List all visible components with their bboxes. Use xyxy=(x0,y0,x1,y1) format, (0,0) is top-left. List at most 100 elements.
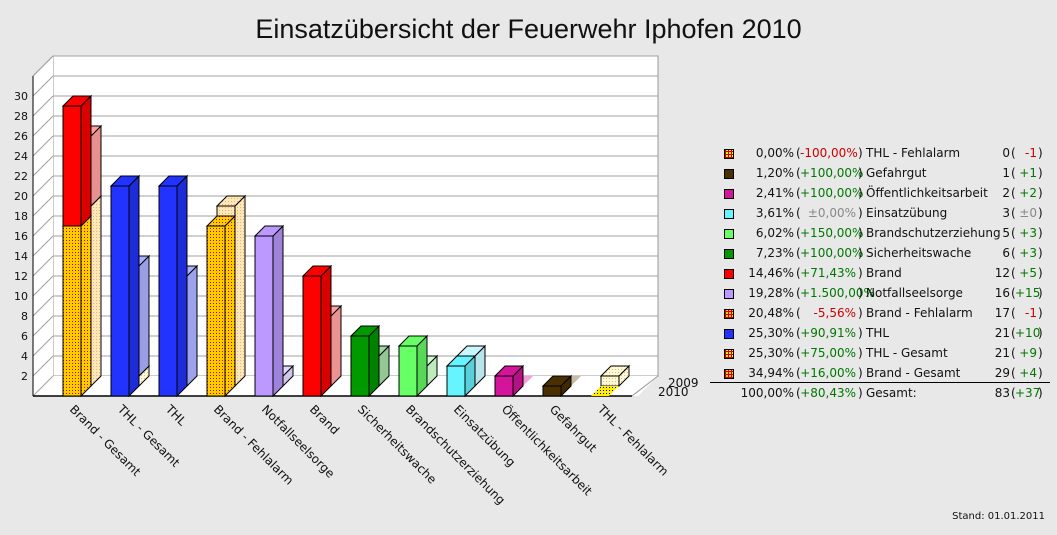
legend-paren: ( xyxy=(796,206,801,220)
legend-paren: ) xyxy=(1038,306,1043,320)
bar-side xyxy=(186,264,198,388)
legend-row: 14,46%(+71,43%) Brand 12(+5) xyxy=(718,263,1057,283)
legend-percent: 1,20% xyxy=(755,166,794,180)
bar-face xyxy=(542,385,562,397)
legend-paren: ) xyxy=(1038,226,1043,240)
y-tick-label: 24 xyxy=(14,150,28,163)
legend-row: 25,30%(+90,91%) THL 21(+10) xyxy=(718,323,1057,343)
depth-label-2010: 2010 xyxy=(658,385,689,399)
legend-percent-change: +75,00% xyxy=(800,346,856,360)
legend-swatch xyxy=(724,309,734,319)
gridline-diag xyxy=(32,275,54,297)
legend-paren: ) xyxy=(858,366,863,380)
legend-paren: ( xyxy=(1011,186,1016,200)
legend-paren: ( xyxy=(796,366,801,380)
legend-paren: ( xyxy=(1011,286,1016,300)
legend-percent-change: +16,00% xyxy=(800,366,856,380)
legend-paren: ( xyxy=(1011,366,1016,380)
legend-name: Brand - Gesamt xyxy=(866,366,961,380)
legend-paren: ( xyxy=(796,246,801,260)
legend-swatch xyxy=(724,189,734,199)
legend-swatch xyxy=(724,349,734,359)
gridline-diag xyxy=(32,175,54,197)
legend-count-change: +5 xyxy=(1019,266,1037,280)
legend-paren: ( xyxy=(796,306,801,320)
bar-face xyxy=(62,225,82,397)
bar-side xyxy=(128,174,140,398)
legend-count: 12 xyxy=(994,266,1010,280)
legend-separator xyxy=(710,382,1050,383)
x-tick-label: Öffentlichkeitsarbeit xyxy=(499,401,597,499)
bar-face xyxy=(302,275,322,397)
legend-percent: 7,23% xyxy=(755,246,794,260)
legend-row: 2,41%(+100,00%) Öffentlichkeitsarbeit 2(+2… xyxy=(718,183,1057,203)
gridline-diag xyxy=(32,155,54,177)
y-tick-label: 2 xyxy=(21,370,28,383)
legend-percent-change: +100,00% xyxy=(800,186,864,200)
legend-count-change: +10 xyxy=(1015,326,1041,340)
bar-2010-fehlalarm xyxy=(61,214,93,398)
legend-paren: ( xyxy=(1011,146,1016,160)
legend-count: 21 xyxy=(994,326,1010,340)
bar-side xyxy=(234,194,246,388)
legend-paren: ) xyxy=(858,146,863,160)
legend-count: 21 xyxy=(994,346,1010,360)
legend-count: 16 xyxy=(994,286,1010,300)
bar-2010 xyxy=(301,264,333,398)
legend-row: 3,61%(±0,00%) Einsatzübung 3(±0) xyxy=(718,203,1057,223)
legend-table: 0,00%(-100,00%) THL - Fehlalarm 0(-1) 1,20%… xyxy=(710,143,1057,403)
legend-count: 2 xyxy=(1002,186,1010,200)
legend-paren: ( xyxy=(796,326,801,340)
legend-paren: ( xyxy=(796,146,801,160)
legend-paren: ) xyxy=(858,346,863,360)
legend-name: Sicherheitswache xyxy=(866,246,972,260)
depth-label-2009: 2009 xyxy=(668,376,699,390)
gridline-diag xyxy=(32,75,54,97)
legend-percent-change: +150,00% xyxy=(800,226,864,240)
plot-walls xyxy=(32,55,659,397)
legend-percent: 6,02% xyxy=(755,226,794,240)
legend-paren: ( xyxy=(1011,266,1016,280)
gridline-diag xyxy=(32,255,54,277)
bar-2010 xyxy=(109,174,141,398)
gridline-diag xyxy=(32,95,54,117)
bar-side xyxy=(272,224,284,398)
legend-percent-change: -5,56% xyxy=(813,306,856,320)
stand-date: Stand: 01.01.2011 xyxy=(952,511,1045,522)
legend-count-change: +37 xyxy=(1015,386,1041,400)
legend-percent-change: +100,00% xyxy=(800,166,864,180)
bar-side xyxy=(80,214,92,398)
bar-2010 xyxy=(397,334,429,398)
legend-paren: ) xyxy=(1038,346,1043,360)
bar-side xyxy=(320,264,332,398)
legend-count-change: -1 xyxy=(1025,146,1037,160)
legend-paren: ) xyxy=(1038,166,1043,180)
legend-count-change: +4 xyxy=(1019,366,1037,380)
legend-paren: ) xyxy=(1038,286,1043,300)
legend-paren: ( xyxy=(1011,386,1016,400)
legend-row: 7,23%(+100,00%) Sicherheitswache 6(+3) xyxy=(718,243,1057,263)
legend-percent: 25,30% xyxy=(748,346,794,360)
legend-count-change: +2 xyxy=(1019,186,1037,200)
y-tick-label: 12 xyxy=(14,270,28,283)
x-tick-label: Brand - Fehlalarm xyxy=(211,402,296,487)
legend-swatch xyxy=(724,369,734,379)
bar-2010 xyxy=(61,94,93,228)
bar-face xyxy=(206,225,226,397)
bar-2010 xyxy=(493,364,525,398)
legend-paren: ( xyxy=(796,226,801,240)
legend-paren: ( xyxy=(796,346,801,360)
legend-paren: ( xyxy=(1011,326,1016,340)
y-tick-label: 10 xyxy=(14,290,28,303)
legend-percent: 14,46% xyxy=(748,266,794,280)
legend-percent: 2,41% xyxy=(755,186,794,200)
legend-count: 1 xyxy=(1002,166,1010,180)
legend-paren: ) xyxy=(858,246,863,260)
bar-2010 xyxy=(205,214,237,398)
legend-paren: ( xyxy=(1011,206,1016,220)
bar-side xyxy=(330,304,342,388)
legend-percent: 100,00% xyxy=(740,386,794,400)
gridline-diag xyxy=(32,295,54,317)
